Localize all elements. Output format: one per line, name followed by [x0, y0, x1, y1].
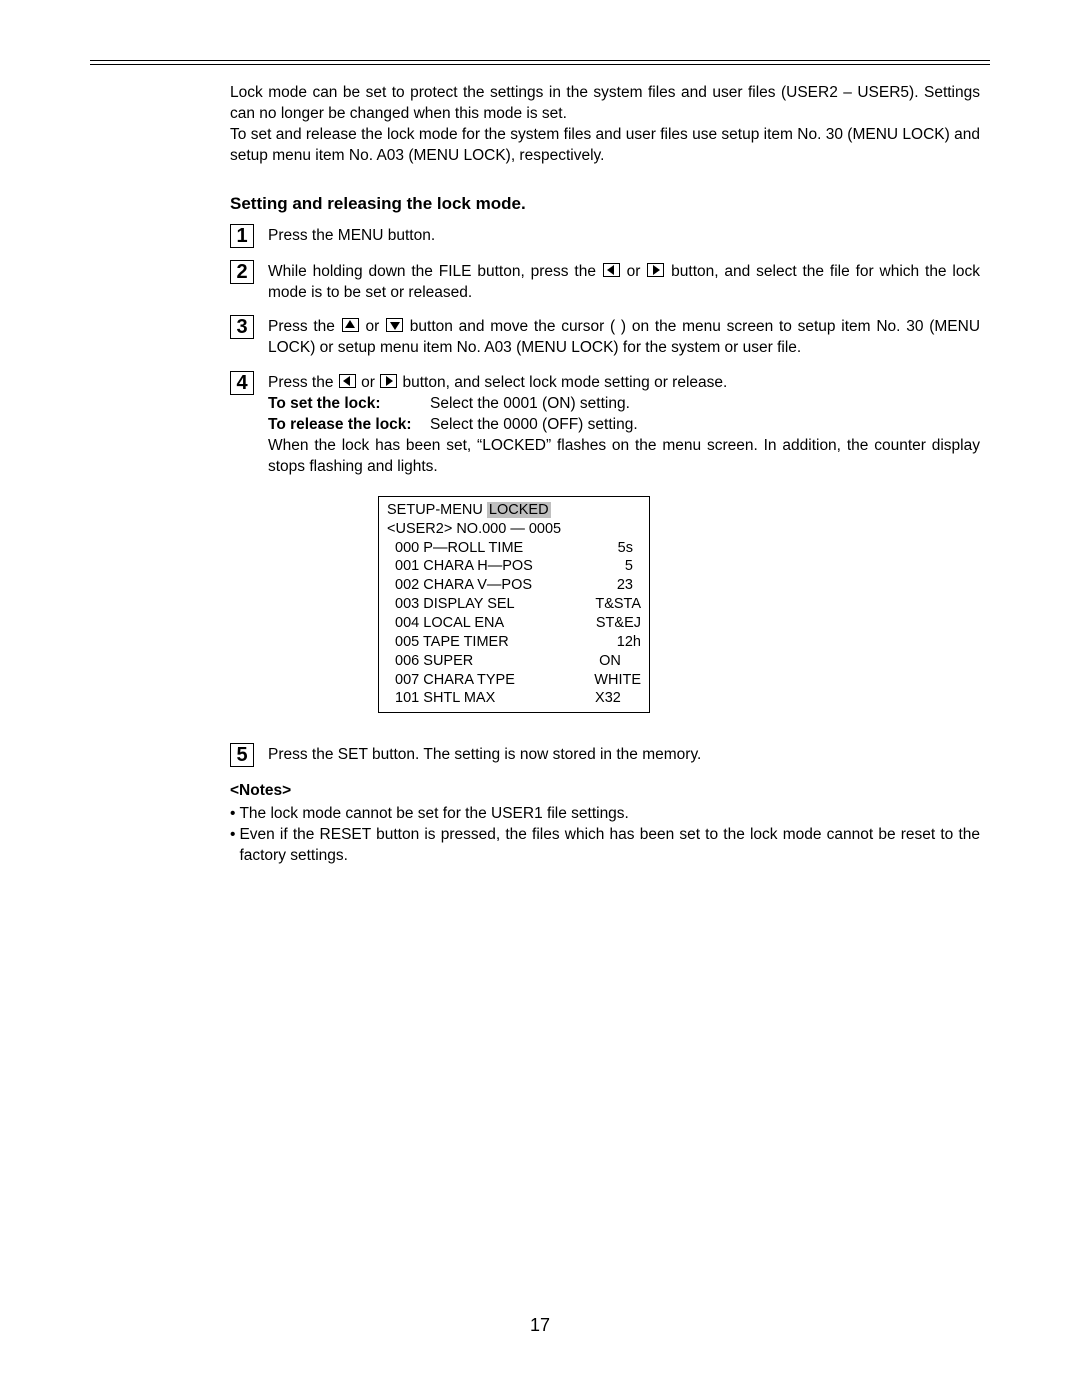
- step-2: 2 While holding down the FILE button, pr…: [230, 262, 980, 304]
- step-1: 1 Press the MENU button.: [230, 226, 980, 248]
- panel-row-label: 004 LOCAL ENA: [387, 614, 504, 633]
- panel-row-value: ST&EJ: [596, 614, 641, 633]
- panel-row-label: 006 SUPER: [387, 652, 473, 671]
- t: or: [365, 318, 385, 335]
- panel-rows: 000 P—ROLL TIME 5s 001 CHARA H—POS 5 002 C…: [387, 539, 641, 709]
- right-arrow-path: [653, 265, 660, 275]
- left-arrow-icon: [339, 374, 356, 388]
- panel-row-label: 101 SHTL MAX: [387, 689, 495, 708]
- menu-panel-wrap: SETUP-MENU LOCKED <USER2> NO.000 — 0005 …: [378, 496, 980, 713]
- panel-row-label: 000 P—ROLL TIME: [387, 539, 523, 558]
- left-arrow-path: [343, 376, 350, 386]
- page-number: 17: [0, 1313, 1080, 1337]
- menu-panel: SETUP-MENU LOCKED <USER2> NO.000 — 0005 …: [378, 496, 650, 713]
- right-arrow-icon: [647, 263, 664, 277]
- step-number: 1: [230, 224, 254, 248]
- panel-row-value: 23: [617, 576, 641, 595]
- down-arrow-icon: [386, 318, 403, 332]
- intro-p2: To set and release the lock mode for the…: [230, 125, 980, 167]
- step-number: 3: [230, 315, 254, 339]
- right-arrow-icon: [380, 374, 397, 388]
- release-lock-text: Select the 0000 (OFF) setting.: [430, 415, 638, 436]
- t: While holding down the FILE button, pres…: [268, 263, 602, 280]
- panel-row-label: 001 CHARA H—POS: [387, 557, 533, 576]
- note-text: Even if the RESET button is pressed, the…: [239, 825, 980, 867]
- panel-row: 003 DISPLAY SEL T&STA: [387, 595, 641, 614]
- step4-extra: When the lock has been set, “LOCKED” fla…: [268, 436, 980, 478]
- set-lock-line: To set the lock: Select the 0001 (ON) se…: [268, 394, 980, 415]
- panel-row-label: 007 CHARA TYPE: [387, 671, 515, 690]
- down-arrow-path: [390, 322, 400, 330]
- bullet-icon: •: [230, 825, 235, 867]
- panel-row-value: X32: [595, 689, 641, 708]
- panel-row-value: 5: [625, 557, 641, 576]
- t: or: [627, 263, 647, 280]
- step-body: Press the SET button. The setting is now…: [268, 745, 980, 766]
- step-body: Press the MENU button.: [268, 226, 980, 247]
- note-item: •The lock mode cannot be set for the USE…: [230, 804, 980, 825]
- panel-row-label: 002 CHARA V—POS: [387, 576, 532, 595]
- step-text: Press the or button and move the cursor …: [268, 317, 980, 359]
- panel-row: 004 LOCAL ENA ST&EJ: [387, 614, 641, 633]
- step-number: 5: [230, 743, 254, 767]
- step-text: Press the or button, and select lock mod…: [268, 373, 980, 394]
- panel-row: 001 CHARA H—POS 5: [387, 557, 641, 576]
- panel-row-value: 5s: [618, 539, 641, 558]
- step-body: Press the or button, and select lock mod…: [268, 373, 980, 731]
- note-text: The lock mode cannot be set for the USER…: [239, 804, 980, 825]
- panel-row: 006 SUPER ON: [387, 652, 641, 671]
- release-lock-label: To release the lock:: [268, 415, 430, 436]
- t: Press the: [268, 374, 338, 391]
- panel-row: 007 CHARA TYPE WHITE: [387, 671, 641, 690]
- panel-header: SETUP-MENU LOCKED: [387, 501, 641, 520]
- left-arrow-icon: [603, 263, 620, 277]
- release-lock-line: To release the lock: Select the 0000 (OF…: [268, 415, 980, 436]
- intro-p1: Lock mode can be set to protect the sett…: [230, 83, 980, 125]
- t: or: [361, 374, 379, 391]
- up-arrow-path: [345, 320, 355, 328]
- notes-list: •The lock mode cannot be set for the USE…: [230, 804, 980, 867]
- panel-row: 000 P—ROLL TIME 5s: [387, 539, 641, 558]
- page-content: Lock mode can be set to protect the sett…: [90, 83, 990, 867]
- panel-line2: <USER2> NO.000 — 0005: [387, 520, 641, 539]
- note-item: •Even if the RESET button is pressed, th…: [230, 825, 980, 867]
- panel-header-pre: SETUP-MENU: [387, 502, 487, 518]
- set-lock-text: Select the 0001 (ON) setting.: [430, 394, 630, 415]
- panel-row-label: 005 TAPE TIMER: [387, 633, 509, 652]
- header-rule: [90, 60, 990, 65]
- step-text: Press the MENU button.: [268, 226, 980, 247]
- lock-options: To set the lock: Select the 0001 (ON) se…: [268, 394, 980, 436]
- right-arrow-path: [386, 376, 393, 386]
- panel-locked-badge: LOCKED: [487, 502, 551, 518]
- step-text: While holding down the FILE button, pres…: [268, 262, 980, 304]
- step-number: 2: [230, 260, 254, 284]
- step-body: Press the or button and move the cursor …: [268, 317, 980, 359]
- panel-row: 002 CHARA V—POS 23: [387, 576, 641, 595]
- step-4: 4 Press the or button, and select lock m…: [230, 373, 980, 731]
- set-lock-label: To set the lock:: [268, 394, 430, 415]
- left-arrow-path: [607, 265, 614, 275]
- up-arrow-icon: [342, 318, 359, 332]
- t: Press the: [268, 318, 341, 335]
- panel-row-value: WHITE: [594, 671, 641, 690]
- step-5: 5 Press the SET button. The setting is n…: [230, 745, 980, 767]
- notes-title: <Notes>: [230, 781, 980, 802]
- intro: Lock mode can be set to protect the sett…: [230, 83, 980, 167]
- panel-row-value: T&STA: [595, 595, 641, 614]
- step-body: While holding down the FILE button, pres…: [268, 262, 980, 304]
- panel-row: 005 TAPE TIMER 12h: [387, 633, 641, 652]
- panel-row: 101 SHTL MAX X32: [387, 689, 641, 708]
- section-title: Setting and releasing the lock mode.: [230, 193, 980, 216]
- step-3: 3 Press the or button and move the curso…: [230, 317, 980, 359]
- panel-row-value: ON: [599, 652, 641, 671]
- panel-row-label: 003 DISPLAY SEL: [387, 595, 515, 614]
- step-text: Press the SET button. The setting is now…: [268, 745, 980, 766]
- t: button, and select lock mode setting or …: [403, 374, 728, 391]
- panel-row-value: 12h: [617, 633, 641, 652]
- bullet-icon: •: [230, 804, 235, 825]
- step-number: 4: [230, 371, 254, 395]
